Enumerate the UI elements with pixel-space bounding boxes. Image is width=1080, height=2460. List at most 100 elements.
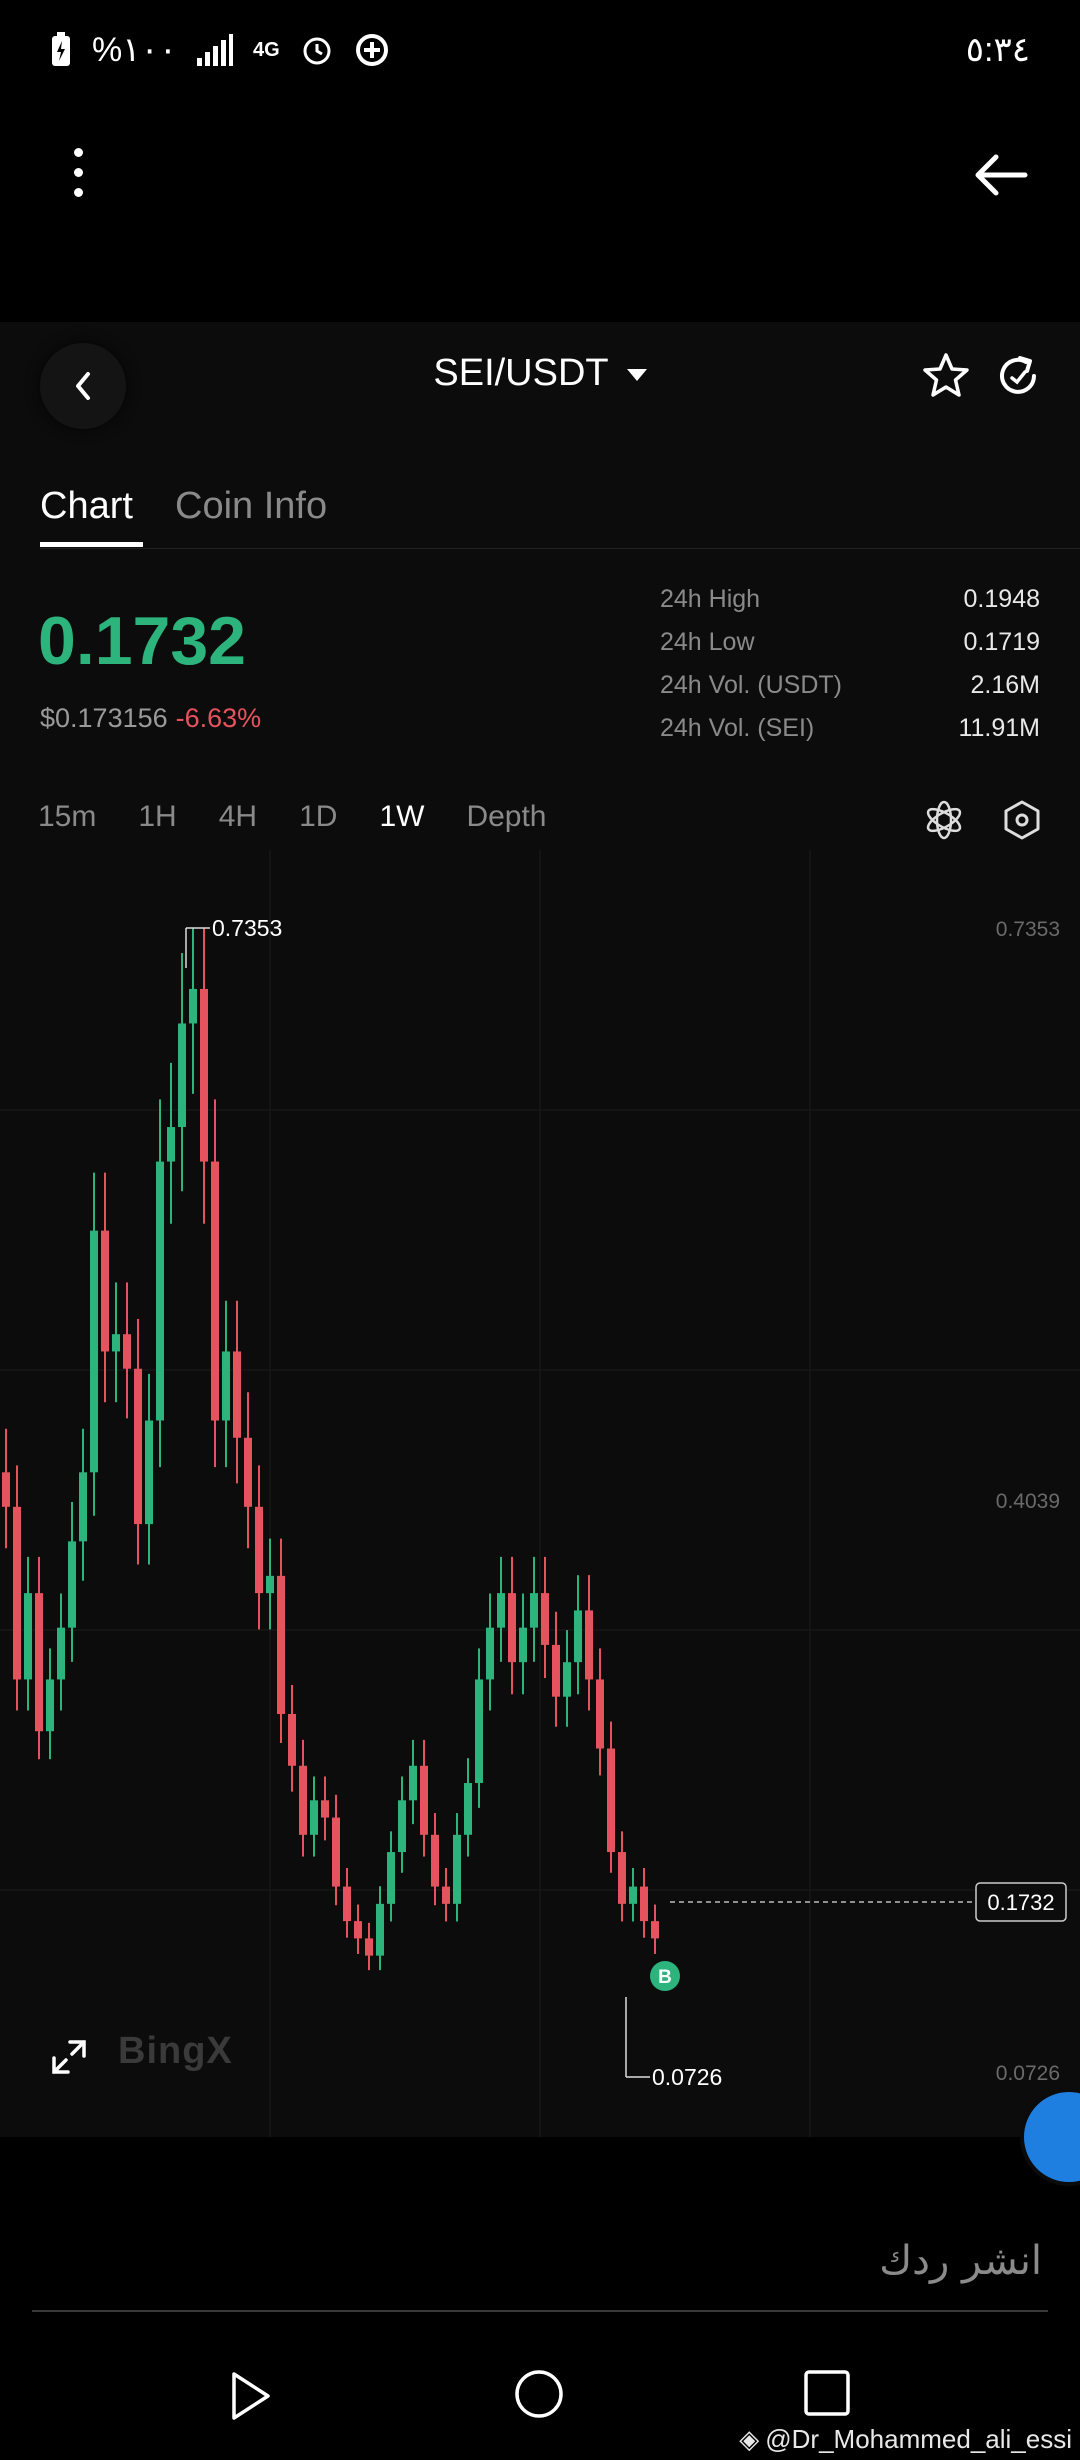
interval-1d[interactable]: 1D [299,800,338,833]
candle-body [387,1852,395,1904]
candle-body [332,1817,340,1887]
credit-handle: @Dr_Mohammed_ali_essi [765,2424,1072,2454]
candle-body [145,1420,153,1525]
back-arrow-icon[interactable] [970,150,1030,200]
current-price-box [975,1882,1067,1922]
candle-body [607,1748,615,1853]
stat-row: 24h Vol. (USDT) 2.16M [660,664,1040,707]
candle-body [475,1679,483,1784]
interval-depth[interactable]: Depth [466,800,547,833]
stat-label: 24h Low [660,628,755,656]
candle-body [90,1230,98,1473]
nav-home-circle-icon[interactable] [513,2368,565,2420]
candle-body [288,1713,296,1766]
interval-selector: 15m 1H 4H 1D 1W Depth [38,800,589,834]
candle-body [486,1627,494,1680]
status-left: %١٠٠ 4G [50,30,390,70]
candle-body [156,1161,164,1421]
tab-coin-info[interactable]: Coin Info [175,485,328,527]
candle-body [398,1800,406,1853]
candle-body [409,1765,417,1801]
candle-body [464,1783,472,1835]
candle-body [574,1610,582,1663]
data-saver-icon [355,34,388,66]
network-label: 4G [253,38,280,61]
candle-body [508,1593,516,1663]
indicators-icon[interactable] [922,798,966,842]
active-tab-indicator [40,542,143,547]
candle-body [200,988,208,1162]
nav-recents-square-icon[interactable] [802,2368,852,2418]
stat-row: 24h Low 0.1719 [660,621,1040,664]
tab-divider [40,548,1080,549]
candle-body [563,1662,571,1697]
usd-price: $0.173156 [40,703,168,733]
candle-body [541,1593,549,1645]
candle-body [233,1351,241,1438]
candle-body [123,1334,131,1369]
battery-text: %١٠٠ [92,31,178,69]
status-time: ٥:٣٤ [965,31,1030,69]
interval-1w[interactable]: 1W [379,800,425,833]
candle-body [68,1541,76,1628]
candle-body [442,1886,450,1904]
buy-marker[interactable] [650,1961,680,1991]
stat-value: 0.1948 [963,585,1040,613]
bingx-watermark: BingX [118,2030,233,2072]
y-tick-label: 0.4039 [996,1490,1060,1513]
candle-body [453,1834,461,1904]
current-price-label: 0.1732 [987,1890,1054,1915]
candle-body [57,1627,65,1680]
stat-row: 24h High 0.1948 [660,578,1040,621]
usd-price-line: $0.173156 -6.63% [40,703,261,734]
candle-body [519,1627,527,1663]
candle-body [178,1023,186,1128]
nav-back-triangle-icon[interactable] [228,2370,274,2422]
candle-body [651,1921,659,1939]
price-change: -6.63% [175,703,262,733]
candle-body [552,1644,560,1697]
candlestick-chart[interactable]: 0.7353 0.4039 0.0726 0.7353 0.0726 0.1732 B [0,850,1080,2137]
high-label: 0.7353 [212,915,282,941]
buy-marker-label: B [658,1967,672,1988]
reply-input[interactable]: انشر ردك [879,2238,1042,2284]
interval-1h[interactable]: 1H [138,800,177,833]
candle-body [629,1886,637,1904]
panel-back-button[interactable] [40,343,126,429]
candle-body [134,1368,142,1525]
candle-body [244,1437,252,1507]
more-options-icon[interactable] [62,148,94,208]
stat-row: 24h Vol. (SEI) 11.91M [660,707,1040,750]
stat-label: 24h Vol. (SEI) [660,714,815,742]
star-icon[interactable] [920,350,972,402]
settings-icon[interactable] [1000,798,1044,842]
credit-text: ◈ @Dr_Mohammed_ali_essi [739,2424,1072,2455]
candle-body [13,1506,21,1680]
candle-body [255,1506,263,1594]
interval-4h[interactable]: 4H [218,800,258,833]
candle-body [365,1938,373,1956]
candle-body [376,1903,384,1956]
last-price: 0.1732 [38,603,246,679]
candle-body [222,1351,230,1421]
candle-body [46,1679,54,1732]
candle-body [530,1593,538,1628]
interval-15m[interactable]: 15m [38,800,97,833]
stat-value: 2.16M [970,671,1040,699]
status-bar: %١٠٠ 4G ٥:٣٤ [0,0,1080,100]
caret-down-icon [626,368,647,381]
stats-table: 24h High 0.1948 24h Low 0.1719 24h Vol. (U… [660,578,1040,750]
candle-body [2,1472,10,1507]
candle-body [431,1834,439,1887]
reply-divider [32,2310,1048,2312]
tab-chart[interactable]: Chart [40,485,133,527]
signal-icon [197,34,234,66]
y-tick-label: 0.7353 [996,918,1060,941]
refresh-icon[interactable] [994,352,1042,400]
candle-body [112,1334,120,1352]
candle-body [640,1886,648,1922]
expand-icon[interactable] [48,2036,90,2078]
pair-selector[interactable]: SEI/USDT [0,352,1080,395]
binance-logo-icon: ◈ [739,2424,760,2454]
stat-value: 0.1719 [963,628,1040,656]
